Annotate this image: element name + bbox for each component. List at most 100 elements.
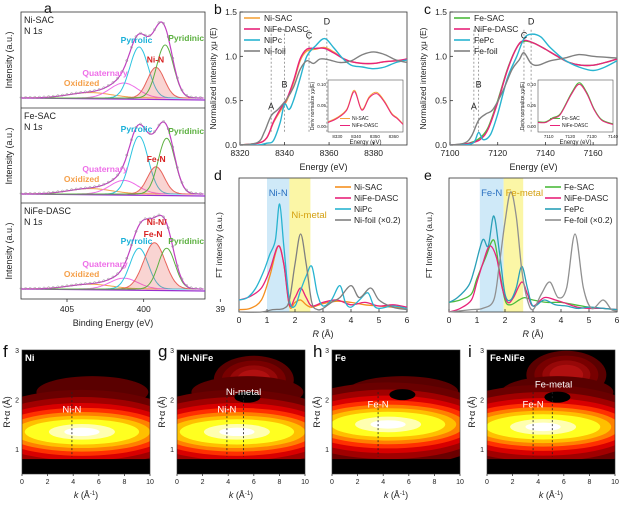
x-tick-label: 5 [587,315,592,325]
contour-level [370,420,406,429]
data-point [84,90,87,94]
data-point [125,256,129,260]
data-point [88,89,92,93]
data-point [116,173,119,177]
data-point [19,192,23,195]
x-tick-label: 8340 [275,148,294,158]
panel-letter-b: b [214,1,222,17]
panel-d: d 0 1 2 3 4 5 6 R (Å) FT intensity (a.u.) Ni-NNi-m… [214,167,410,339]
data-point [42,95,46,99]
data-point [185,94,188,97]
core-level-label: N 1s [24,217,43,227]
shaded-region-ni-n [267,178,290,312]
data-point [33,95,37,99]
panel-e: e 0 1 2 3 4 5 6 R (Å) FT Intensity (a.u.) Fe-N Fe-m… [424,167,620,339]
series-nifoil [240,51,407,145]
peak-fill-nin [21,67,204,98]
data-point [166,35,170,39]
x-tick-label: 8380 [364,148,383,158]
data-point [102,182,106,186]
y-tick-label: 1.5 [435,7,447,17]
x-tick-label: 6 [252,479,256,486]
x-tick-label: 6 [562,479,566,486]
legend-label: Fe-foil (×0.2) [564,215,613,225]
data-point [148,132,152,135]
annotation-fe-n: Fe-N [523,400,544,411]
series-nifedasc [240,47,407,145]
x-tick-label: 6 [615,315,620,325]
x-tick-label: 0 [330,479,334,486]
heatmap-floor [22,459,150,474]
data-point [61,285,64,288]
core-level-label: N 1s [24,26,43,36]
x-tick-label: 0 [20,479,24,486]
heatmap-floor [332,459,460,474]
data-point [143,217,147,221]
annotation-ni-n: Ni-N [62,405,81,416]
x-tick-label: 2 [503,315,508,325]
legend-label: Ni-foil [264,46,286,56]
data-point [70,92,73,96]
y-tick-label: 1 [15,447,19,454]
series-fepc [448,215,618,311]
data-point [171,145,175,149]
series-nifoil [238,233,408,313]
data-point [74,283,78,286]
label-pyridinic: Pyridinic [168,33,204,43]
annotation-b: B [282,79,288,89]
inset-y-tick-label: 0.10 [527,82,536,87]
heatmap-label: Fe [335,353,346,364]
data-point [134,230,138,233]
plot-frame [20,11,206,300]
x-tick-label: 10 [301,479,309,486]
y-tick-label: 3 [480,348,484,355]
inset-y-tick-label: 0.00 [527,124,536,129]
data-point [79,187,83,190]
data-point [194,192,198,195]
panel-letter-c: c [424,1,431,17]
data-point [33,286,37,290]
data-point [61,93,64,97]
sample-label: NiFe-DASC [24,206,72,216]
data-point [153,28,156,32]
label-oxidized: Oxidized [64,174,99,184]
x-tick-label: 6 [97,479,101,486]
plot-frame [176,349,306,475]
data-point [38,95,41,99]
series-fepc [450,33,617,145]
data-point [120,70,124,73]
x-tick-label: 4 [226,479,230,486]
data-point [38,191,41,195]
region-label-ni-metal: Ni-metal [291,210,326,221]
annotation-fe-metal: Fe-metal [535,380,572,391]
heatmap-floor [487,459,615,474]
inset: 8330 8340 8350 8360 0.00 0.05 0.10 Energy (eV) D… [310,79,404,146]
y-axis-label: R+α (Å) [467,396,477,427]
x-tick-label: 8 [432,479,436,486]
inset-x-tick-label: 8340 [351,134,362,139]
x-axis-label: k (Å-1) [229,490,253,500]
data-point [93,185,96,189]
y-tick-label: 0.0 [225,140,237,150]
series-fesac [448,239,618,311]
inset-series [537,83,614,125]
annotation-c: C [521,31,528,41]
label-metal-n-2: Fe-N [144,229,163,239]
x-tick-label: 2 [356,479,360,486]
x-tick-label: 8 [277,479,281,486]
y-tick-label: 1.0 [225,51,237,61]
heatmap-label: Fe-NiFe [490,353,525,364]
data-point [79,282,83,286]
legend-label: FePc [474,35,495,45]
heatmap-label: Ni-NiFe [180,353,213,364]
heatmap-contours [487,350,615,474]
y-tick-label: 0.0 [435,140,447,150]
data-point [24,96,27,99]
inset-x-tick-label: 7110 [544,134,554,139]
legend-label: NiFe-DASC [474,24,518,34]
data-point [148,34,152,37]
data-point [102,279,106,283]
data-point [143,127,147,131]
data-point [19,96,23,99]
inset-legend-label: NiFe-DASC [352,123,379,129]
